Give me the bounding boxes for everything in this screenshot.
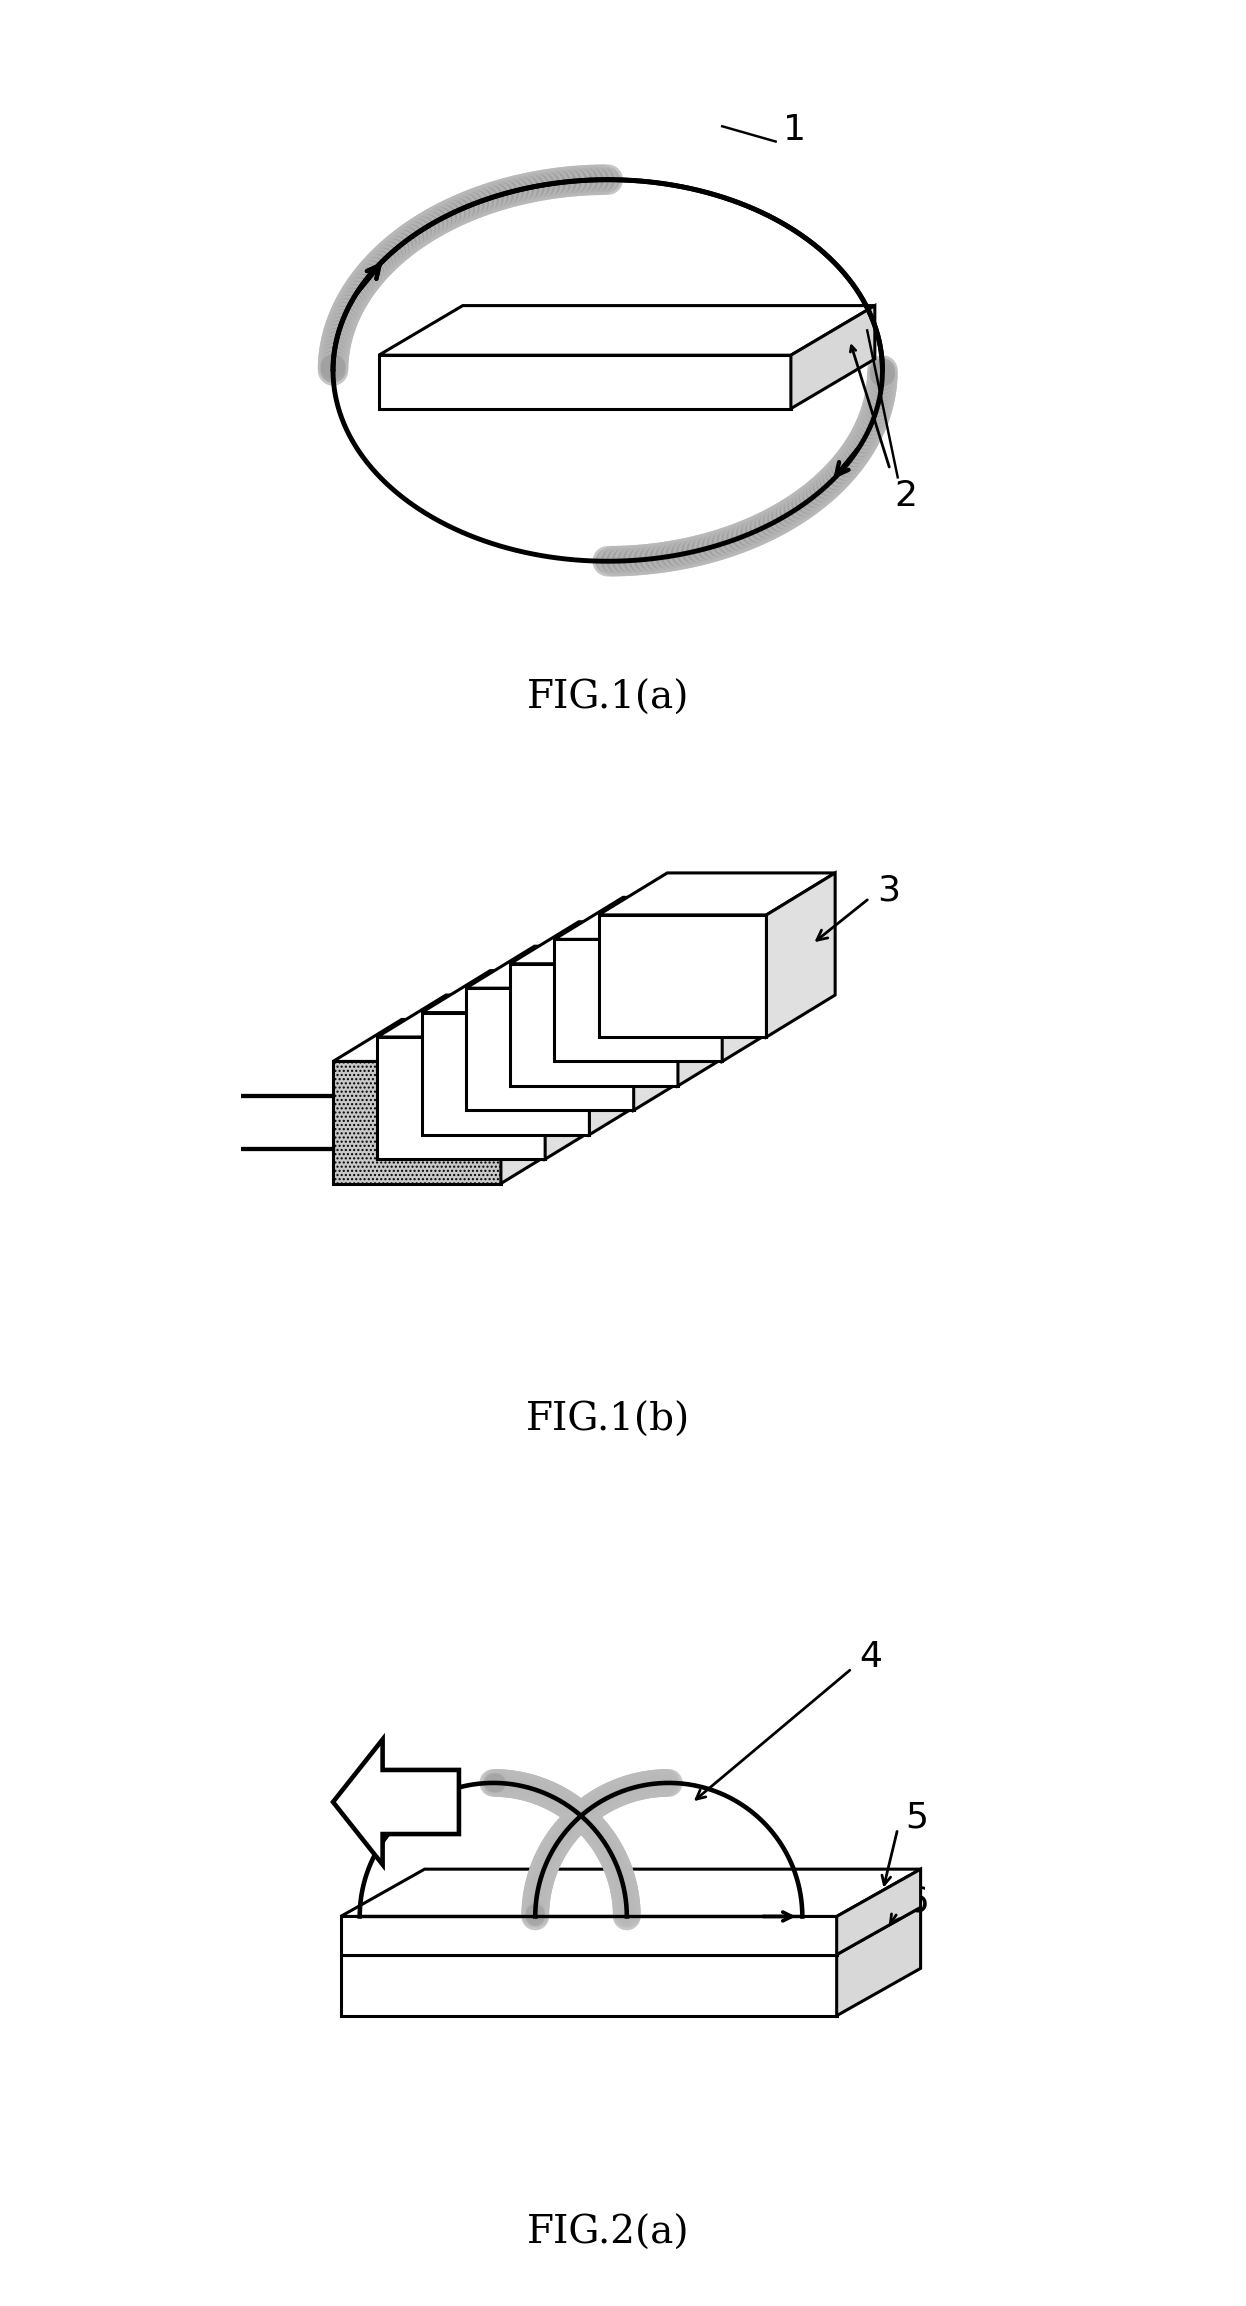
- Polygon shape: [598, 874, 835, 915]
- Polygon shape: [466, 989, 634, 1109]
- Polygon shape: [510, 922, 746, 964]
- Polygon shape: [466, 945, 703, 989]
- Text: 2: 2: [893, 480, 917, 514]
- Text: 1: 1: [784, 113, 806, 148]
- Polygon shape: [421, 971, 658, 1012]
- Polygon shape: [378, 1038, 546, 1160]
- Polygon shape: [836, 1870, 921, 1955]
- Text: 5: 5: [906, 1801, 928, 1833]
- Text: FIG.2(a): FIG.2(a): [526, 2214, 689, 2251]
- Polygon shape: [333, 1061, 501, 1183]
- Text: FIG.1(b): FIG.1(b): [526, 1402, 690, 1439]
- Text: FIG.1(a): FIG.1(a): [527, 680, 689, 717]
- Polygon shape: [340, 1907, 921, 1955]
- Polygon shape: [333, 1019, 569, 1061]
- Text: 3: 3: [877, 874, 900, 909]
- Polygon shape: [766, 874, 835, 1038]
- Polygon shape: [598, 915, 766, 1038]
- Text: 4: 4: [860, 1640, 882, 1674]
- Polygon shape: [589, 971, 658, 1135]
- Polygon shape: [546, 994, 614, 1160]
- Polygon shape: [340, 1955, 836, 2015]
- Polygon shape: [791, 307, 875, 408]
- Polygon shape: [340, 1870, 921, 1916]
- Polygon shape: [378, 994, 614, 1038]
- Polygon shape: [333, 1739, 459, 1866]
- Polygon shape: [554, 897, 791, 939]
- Polygon shape: [340, 1916, 836, 1955]
- Polygon shape: [723, 897, 791, 1061]
- Polygon shape: [379, 355, 791, 408]
- Polygon shape: [501, 1019, 569, 1183]
- Polygon shape: [836, 1907, 921, 2015]
- Polygon shape: [510, 964, 678, 1086]
- Polygon shape: [379, 307, 875, 355]
- Text: 6: 6: [906, 1884, 928, 1919]
- Polygon shape: [634, 945, 703, 1109]
- Polygon shape: [554, 939, 723, 1061]
- Polygon shape: [678, 922, 746, 1086]
- Polygon shape: [421, 1012, 589, 1135]
